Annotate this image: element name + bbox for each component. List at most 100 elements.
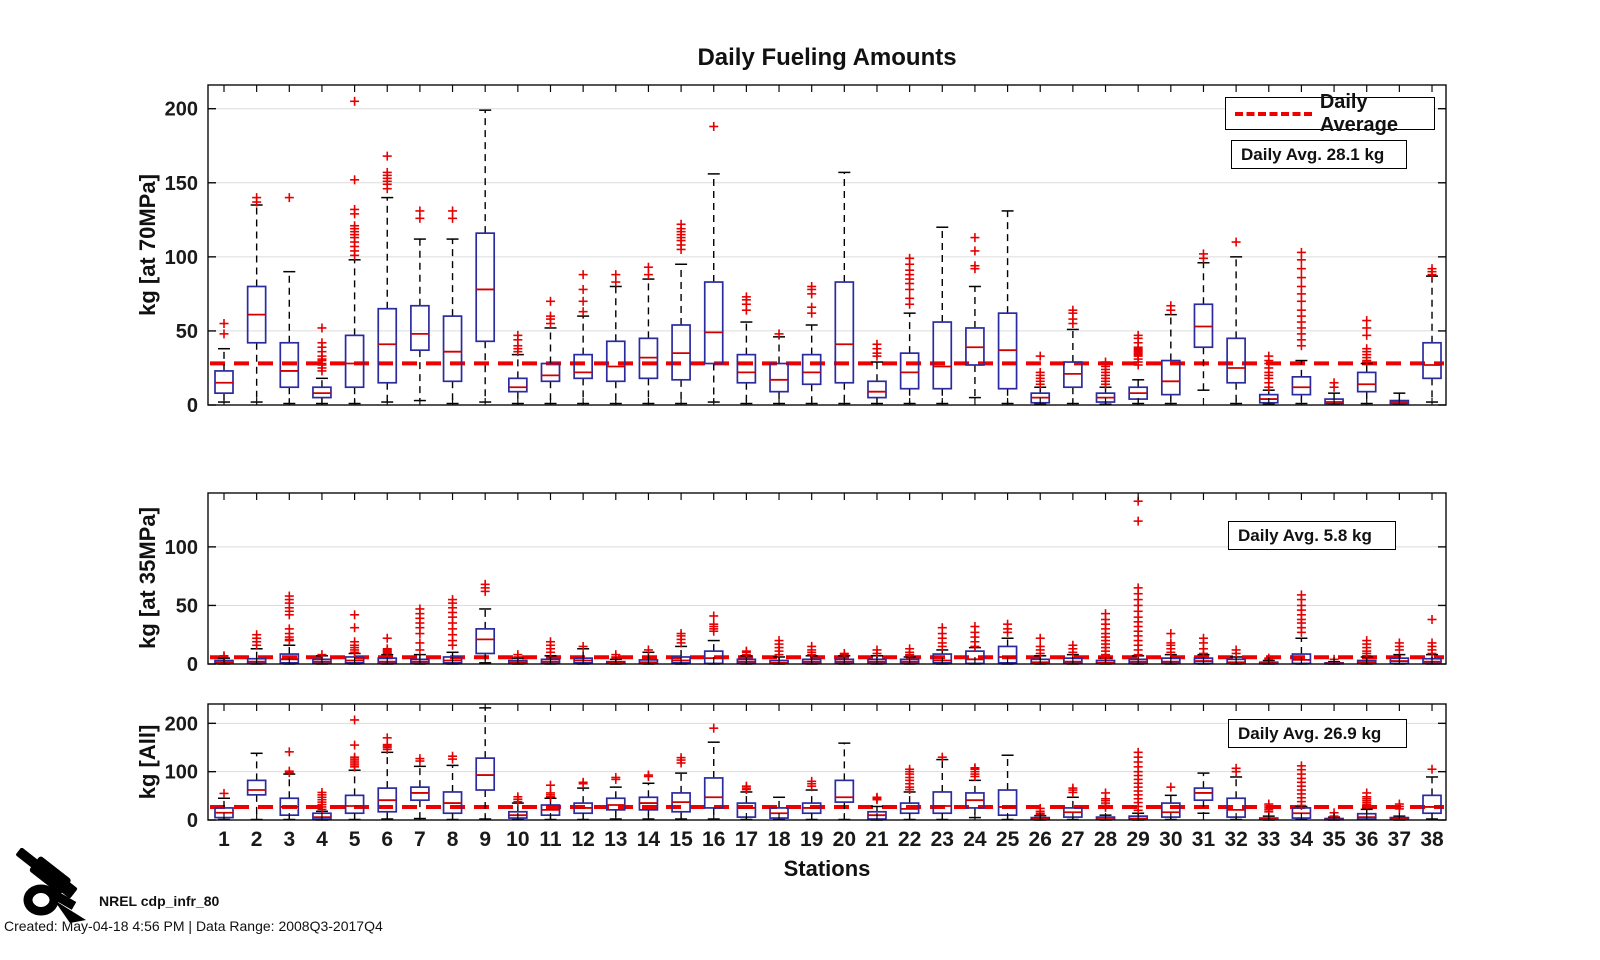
iqr-box bbox=[834, 779, 855, 803]
iqr-box bbox=[1422, 341, 1442, 380]
iqr-box bbox=[997, 789, 1018, 817]
box-station-30 bbox=[1160, 301, 1181, 405]
iqr-box bbox=[1422, 794, 1442, 815]
box-station-9 bbox=[475, 707, 496, 820]
box-station-25 bbox=[997, 210, 1018, 405]
x-tick-label: 11 bbox=[539, 828, 562, 851]
box-station-17 bbox=[736, 292, 757, 405]
iqr-box bbox=[1226, 337, 1246, 384]
iqr-box bbox=[867, 380, 887, 399]
iqr-box bbox=[1193, 787, 1214, 802]
box-station-5 bbox=[344, 610, 365, 665]
x-tick-label: 3 bbox=[283, 828, 295, 851]
iqr-box bbox=[475, 232, 496, 343]
panel-frame bbox=[207, 84, 1447, 406]
box-station-7 bbox=[410, 604, 430, 665]
y-tick-label: 0 bbox=[187, 810, 198, 832]
box-station-36 bbox=[1356, 636, 1377, 665]
x-tick-label: 15 bbox=[669, 828, 693, 851]
x-tick-label: 14 bbox=[637, 828, 661, 851]
box-station-10 bbox=[507, 330, 528, 405]
box-station-29 bbox=[1128, 330, 1149, 405]
iqr-box bbox=[279, 341, 300, 389]
x-tick-label: 35 bbox=[1322, 828, 1346, 851]
iqr-box bbox=[834, 281, 855, 384]
x-tick-label: 2 bbox=[251, 828, 263, 851]
iqr-box bbox=[475, 757, 496, 791]
box-station-9 bbox=[475, 109, 496, 403]
y-tick-label: 150 bbox=[165, 173, 198, 195]
y-tick-label: 200 bbox=[165, 713, 198, 735]
box-station-32 bbox=[1226, 237, 1246, 405]
y-tick-label: 100 bbox=[165, 762, 198, 784]
x-tick-label: 18 bbox=[767, 828, 791, 851]
iqr-box bbox=[573, 353, 593, 380]
iqr-box bbox=[442, 315, 463, 383]
box-station-1 bbox=[214, 319, 234, 403]
iqr-box bbox=[703, 281, 724, 365]
chart-title: Daily Fueling Amounts bbox=[697, 44, 957, 71]
y-tick-label: 100 bbox=[165, 247, 198, 269]
box-station-25 bbox=[997, 754, 1018, 821]
y-axis-label-70mpa: kg [at 70MPa] bbox=[135, 174, 160, 316]
nrel-plot-id: NREL cdp_infr_80 bbox=[99, 893, 220, 909]
iqr-box bbox=[246, 779, 267, 796]
iqr-box bbox=[344, 334, 365, 389]
iqr-box bbox=[1356, 371, 1377, 393]
box-station-23 bbox=[932, 752, 953, 821]
x-tick-label: 7 bbox=[414, 828, 426, 851]
y-tick-label: 0 bbox=[187, 395, 198, 417]
iqr-box bbox=[377, 307, 398, 384]
box-station-31 bbox=[1193, 249, 1214, 391]
box-station-21 bbox=[867, 339, 887, 405]
x-tick-label: 26 bbox=[1029, 828, 1052, 851]
x-tick-label: 9 bbox=[479, 828, 491, 851]
box-station-23 bbox=[932, 226, 953, 405]
box-station-14 bbox=[638, 262, 659, 405]
iqr-box bbox=[736, 353, 757, 384]
box-station-16 bbox=[703, 121, 724, 403]
x-tick-label: 31 bbox=[1192, 828, 1216, 851]
x-tick-label: 27 bbox=[1061, 828, 1084, 851]
x-tick-label: 34 bbox=[1290, 828, 1314, 851]
box-station-38 bbox=[1422, 264, 1442, 403]
x-tick-label: 5 bbox=[349, 828, 361, 851]
panel-1: 0 50 100 bbox=[165, 492, 1447, 676]
box-station-25 bbox=[997, 619, 1018, 665]
daily-avg-annotation-35mpa: Daily Avg. 5.8 kg bbox=[1228, 521, 1396, 550]
box-station-15 bbox=[671, 753, 691, 820]
x-tick-label: 8 bbox=[447, 828, 459, 851]
x-tick-label: 4 bbox=[316, 828, 328, 851]
box-station-13 bbox=[605, 270, 626, 405]
x-tick-label: 37 bbox=[1388, 828, 1411, 851]
iqr-box bbox=[605, 797, 626, 811]
iqr-box bbox=[932, 791, 953, 815]
box-station-3 bbox=[279, 591, 300, 665]
x-tick-label: 1 bbox=[218, 828, 230, 851]
legend-label: Daily Average bbox=[1319, 90, 1399, 136]
box-station-36 bbox=[1356, 316, 1377, 405]
iqr-box bbox=[932, 321, 953, 390]
x-tick-label: 10 bbox=[506, 828, 529, 851]
x-tick-label: 21 bbox=[865, 828, 889, 851]
box-station-14 bbox=[638, 770, 659, 820]
x-tick-label: 13 bbox=[604, 828, 627, 851]
x-axis-label: Stations bbox=[783, 856, 871, 881]
box-station-6 bbox=[377, 733, 398, 820]
x-tick-label: 24 bbox=[963, 828, 987, 851]
daily-avg-annotation-all: Daily Avg. 26.9 kg bbox=[1228, 719, 1407, 748]
y-tick-label: 200 bbox=[165, 99, 198, 121]
x-tick-label: 30 bbox=[1159, 828, 1182, 851]
box-station-8 bbox=[442, 206, 463, 405]
box-station-5 bbox=[344, 96, 365, 405]
x-tick-label: 6 bbox=[381, 828, 393, 851]
panel-frame bbox=[207, 703, 1447, 821]
box-station-34 bbox=[1291, 247, 1312, 405]
box-station-38 bbox=[1422, 764, 1442, 820]
x-tick-label: 33 bbox=[1257, 828, 1280, 851]
box-station-8 bbox=[442, 751, 463, 821]
iqr-box bbox=[475, 628, 496, 655]
daily-avg-annotation-70mpa: Daily Avg. 28.1 kg bbox=[1231, 140, 1407, 169]
y-tick-label: 0 bbox=[187, 654, 198, 676]
